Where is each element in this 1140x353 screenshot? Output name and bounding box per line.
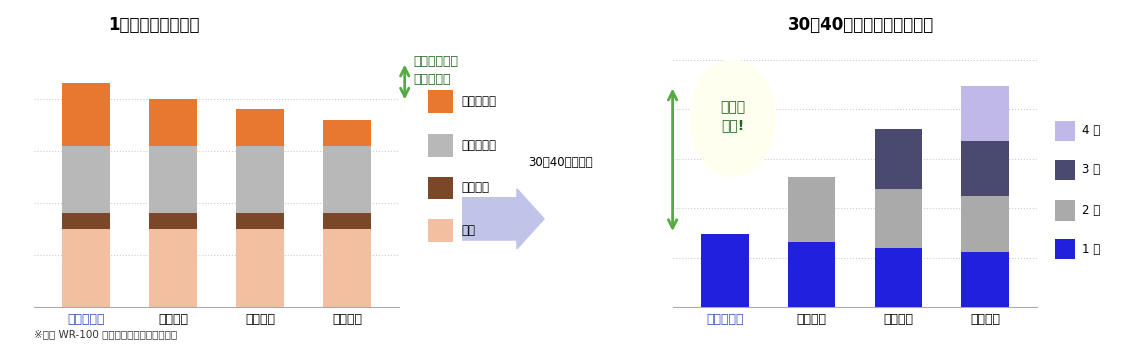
Bar (149, 214, 197, 229)
Bar (788, 242, 836, 307)
Bar (149, 99, 197, 146)
Bar (788, 176, 836, 242)
Bar (874, 189, 922, 248)
Bar (63, 229, 111, 307)
Bar (874, 129, 922, 189)
Text: 工事費全体の
差はわずか: 工事費全体の 差はわずか (414, 55, 458, 86)
Text: 1回の塗り替え費用: 1回の塗り替え費用 (108, 16, 200, 34)
Bar (323, 146, 370, 214)
Bar (236, 229, 284, 307)
Bar (874, 248, 922, 307)
Bar (961, 141, 1009, 196)
Bar (63, 214, 111, 229)
Bar (701, 234, 749, 307)
Bar (63, 146, 111, 214)
Ellipse shape (690, 60, 775, 176)
Text: 30〜40年間では: 30〜40年間では (529, 156, 593, 169)
Text: 下地処理: 下地処理 (462, 181, 490, 195)
Bar (236, 146, 284, 214)
Text: この分
お得!: この分 お得! (719, 100, 746, 132)
Bar (323, 120, 370, 146)
Text: 塗装材料費: 塗装材料費 (462, 95, 497, 108)
Bar (961, 86, 1009, 141)
Text: 足場: 足場 (462, 224, 475, 237)
Text: 塗装工事費: 塗装工事費 (462, 139, 497, 152)
Bar (323, 214, 370, 229)
Text: ※当社 WR-100 工法（水性フッ素）で比較: ※当社 WR-100 工法（水性フッ素）で比較 (34, 329, 178, 339)
Text: 30〜40年間の塗り替え費用: 30〜40年間の塗り替え費用 (788, 16, 934, 34)
Text: 3 回: 3 回 (1082, 163, 1100, 176)
Bar (236, 214, 284, 229)
Text: 2 回: 2 回 (1082, 204, 1100, 217)
Bar (961, 252, 1009, 307)
Bar (63, 83, 111, 146)
Bar (236, 109, 284, 146)
Bar (323, 229, 370, 307)
FancyArrow shape (462, 189, 544, 249)
Text: 1 回: 1 回 (1082, 243, 1100, 256)
Text: 4 回: 4 回 (1082, 125, 1100, 137)
Bar (149, 229, 197, 307)
Bar (961, 196, 1009, 252)
Bar (149, 146, 197, 214)
